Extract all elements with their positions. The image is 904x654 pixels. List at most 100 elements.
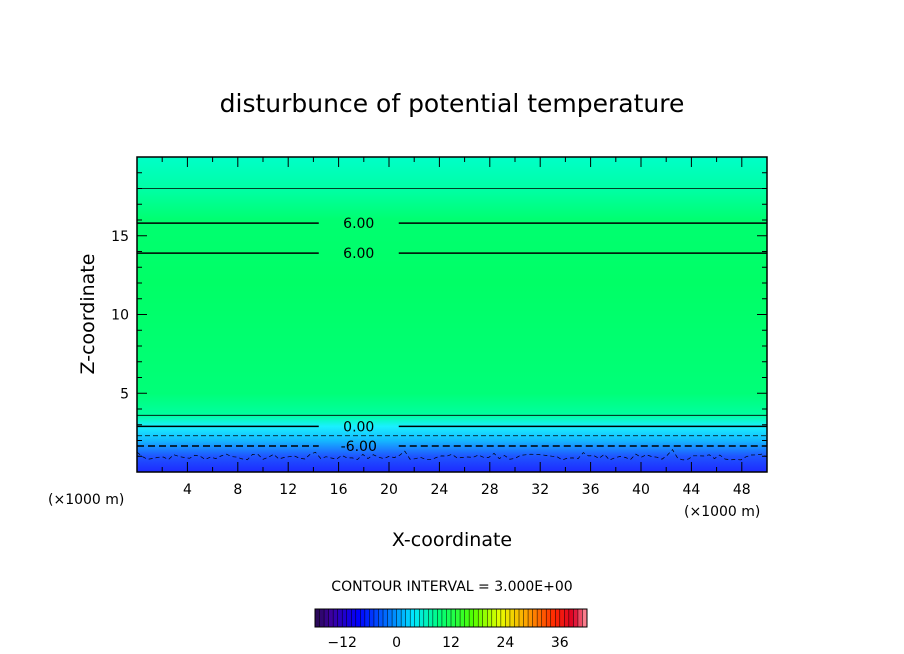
colorbar-cell [550, 609, 556, 627]
y-tick-label: 10 [111, 308, 129, 324]
contour-label: 6.00 [343, 216, 374, 232]
colorbar-cell [537, 609, 543, 627]
colorbar-tick-label: 12 [442, 635, 460, 651]
colorbar-cell [346, 609, 352, 627]
colorbar-cell [577, 609, 583, 627]
colorbar-cell [410, 609, 416, 627]
colorbar-cell [496, 609, 502, 627]
colorbar-cell [469, 609, 475, 627]
colorbar-cell [573, 609, 579, 627]
contour-label: 6.00 [343, 246, 374, 262]
x-tick-label: 8 [233, 482, 242, 498]
colorbar-cell [446, 609, 452, 627]
x-axis-title: X-coordinate [392, 529, 512, 551]
x-tick-label: 24 [430, 482, 448, 498]
colorbar-cell [405, 609, 411, 627]
colorbar-cell [319, 609, 325, 627]
colorbar-cell [473, 609, 479, 627]
axis-ticks [137, 157, 767, 472]
contour-label: -6.00 [341, 439, 377, 455]
x-tick-label: 32 [531, 482, 549, 498]
colorbar-cell [441, 609, 447, 627]
colorbar-cell [342, 609, 348, 627]
colorbar-cell [364, 609, 370, 627]
colorbar-cell [546, 609, 552, 627]
colorbar-cell [532, 609, 538, 627]
perturbation-contour [137, 449, 767, 461]
colorbar-tick-label: 36 [551, 635, 569, 651]
x-tick-label: 20 [380, 482, 398, 498]
colorbar-frame [314, 608, 588, 628]
x-tick-label: 44 [682, 482, 700, 498]
colorbar-cell [419, 609, 425, 627]
colorbar-cell [315, 609, 320, 627]
colorbar-cell [455, 609, 461, 627]
contour-interval: CONTOUR INTERVAL = 3.000E+00 [331, 579, 572, 595]
colorbar-cell [360, 609, 366, 627]
x-tick-label: 4 [183, 482, 192, 498]
colorbar-cell [432, 609, 438, 627]
colorbar-cell [528, 609, 533, 627]
x-tick-labels: 4 8 12 16 20 24 28 32 36 40 44 48 [183, 482, 751, 498]
colorbar-cell [555, 609, 561, 627]
colorbar-cell [541, 609, 547, 627]
colorbar-cell [478, 609, 484, 627]
colorbar-cell [387, 609, 393, 627]
colorbar-cell [568, 609, 574, 627]
colorbar-cell [328, 609, 334, 627]
colorbar-cell [369, 609, 375, 627]
x-tick-label: 36 [582, 482, 600, 498]
y-tick-label: 15 [111, 229, 129, 245]
colorbar-cell [337, 609, 343, 627]
contour-labels: 6.00 6.00 0.00 -6.00 [341, 216, 377, 455]
colorbar-cell [396, 609, 402, 627]
colorbar-cell [460, 609, 465, 627]
colorbar-cell [487, 609, 493, 627]
colorbar [314, 608, 588, 628]
x-unit-right: (×1000 m) [684, 504, 760, 520]
colorbar-cell [378, 609, 384, 627]
contour-lines [137, 188, 767, 447]
colorbar-tick-label: 0 [392, 635, 401, 651]
colorbar-cell [355, 609, 361, 627]
x-unit-left: (×1000 m) [48, 492, 124, 508]
colorbar-cell [423, 609, 429, 627]
colorbar-cell [500, 609, 506, 627]
colorbar-cell [519, 609, 524, 627]
colorbar-cell [437, 609, 443, 627]
colorbar-cell [401, 609, 407, 627]
colorbar-cell [464, 609, 470, 627]
x-tick-label: 12 [279, 482, 297, 498]
x-tick-label: 28 [481, 482, 499, 498]
colorbar-cell [582, 609, 588, 627]
colorbar-cell [505, 609, 511, 627]
colorbar-cell [482, 609, 488, 627]
y-tick-labels: 5 10 15 [111, 229, 129, 403]
colorbar-labels: −12 0 12 24 36 [327, 635, 568, 651]
x-tick-label: 40 [632, 482, 650, 498]
colorbar-cell [428, 609, 434, 627]
colorbar-cell [392, 609, 397, 627]
colorbar-tick-label: 24 [496, 635, 514, 651]
colorbar-cell [559, 609, 565, 627]
colorbar-cell [514, 609, 520, 627]
colorbar-tick-label: −12 [327, 635, 357, 651]
colorbar-cell [373, 609, 379, 627]
colorbar-cell [564, 609, 570, 627]
colorbar-cell [324, 609, 329, 627]
y-tick-label: 5 [120, 386, 129, 402]
colorbar-cell [351, 609, 357, 627]
y-axis-title: Z-coordinate [77, 254, 99, 375]
colorbar-cell [451, 609, 456, 627]
colorbar-cell [509, 609, 515, 627]
x-tick-label: 16 [330, 482, 348, 498]
colorbar-cell [333, 609, 339, 627]
colorbar-cell [523, 609, 529, 627]
x-tick-label: 48 [733, 482, 751, 498]
plot-area [137, 157, 767, 472]
chart-title: disturbunce of potential temperature [220, 89, 685, 118]
colorbar-cell [414, 609, 420, 627]
colorbar-cell [383, 609, 388, 627]
contour-label: 0.00 [343, 419, 374, 435]
